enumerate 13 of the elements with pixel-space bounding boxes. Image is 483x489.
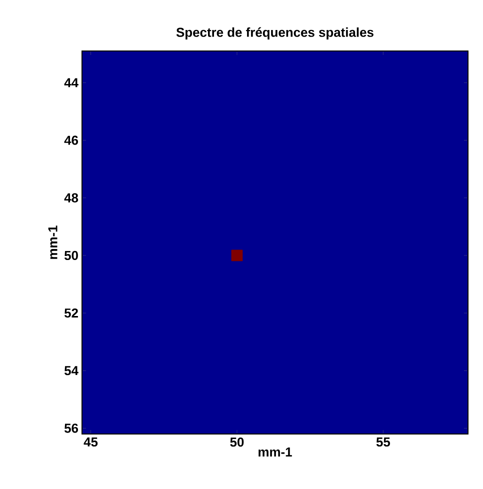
y-tick-label: 54	[64, 366, 78, 376]
x-axis-title: mm-1	[258, 448, 292, 456]
y-tick-label: 52	[64, 308, 78, 318]
y-tick-label: 44	[64, 78, 78, 88]
y-tick-label: 48	[64, 193, 78, 202]
x-tick-label: 50	[230, 438, 244, 447]
y-tick-label: 46	[64, 136, 78, 145]
y-tick-label: 50	[64, 250, 78, 260]
y-tick-label: 56	[64, 424, 78, 433]
y-axis-title: mm-1	[48, 226, 58, 259]
chart-title: Spectre de fréquences spatiales	[176, 27, 374, 40]
x-tick-label: 45	[84, 438, 98, 447]
x-tick-label: 55	[376, 438, 390, 447]
